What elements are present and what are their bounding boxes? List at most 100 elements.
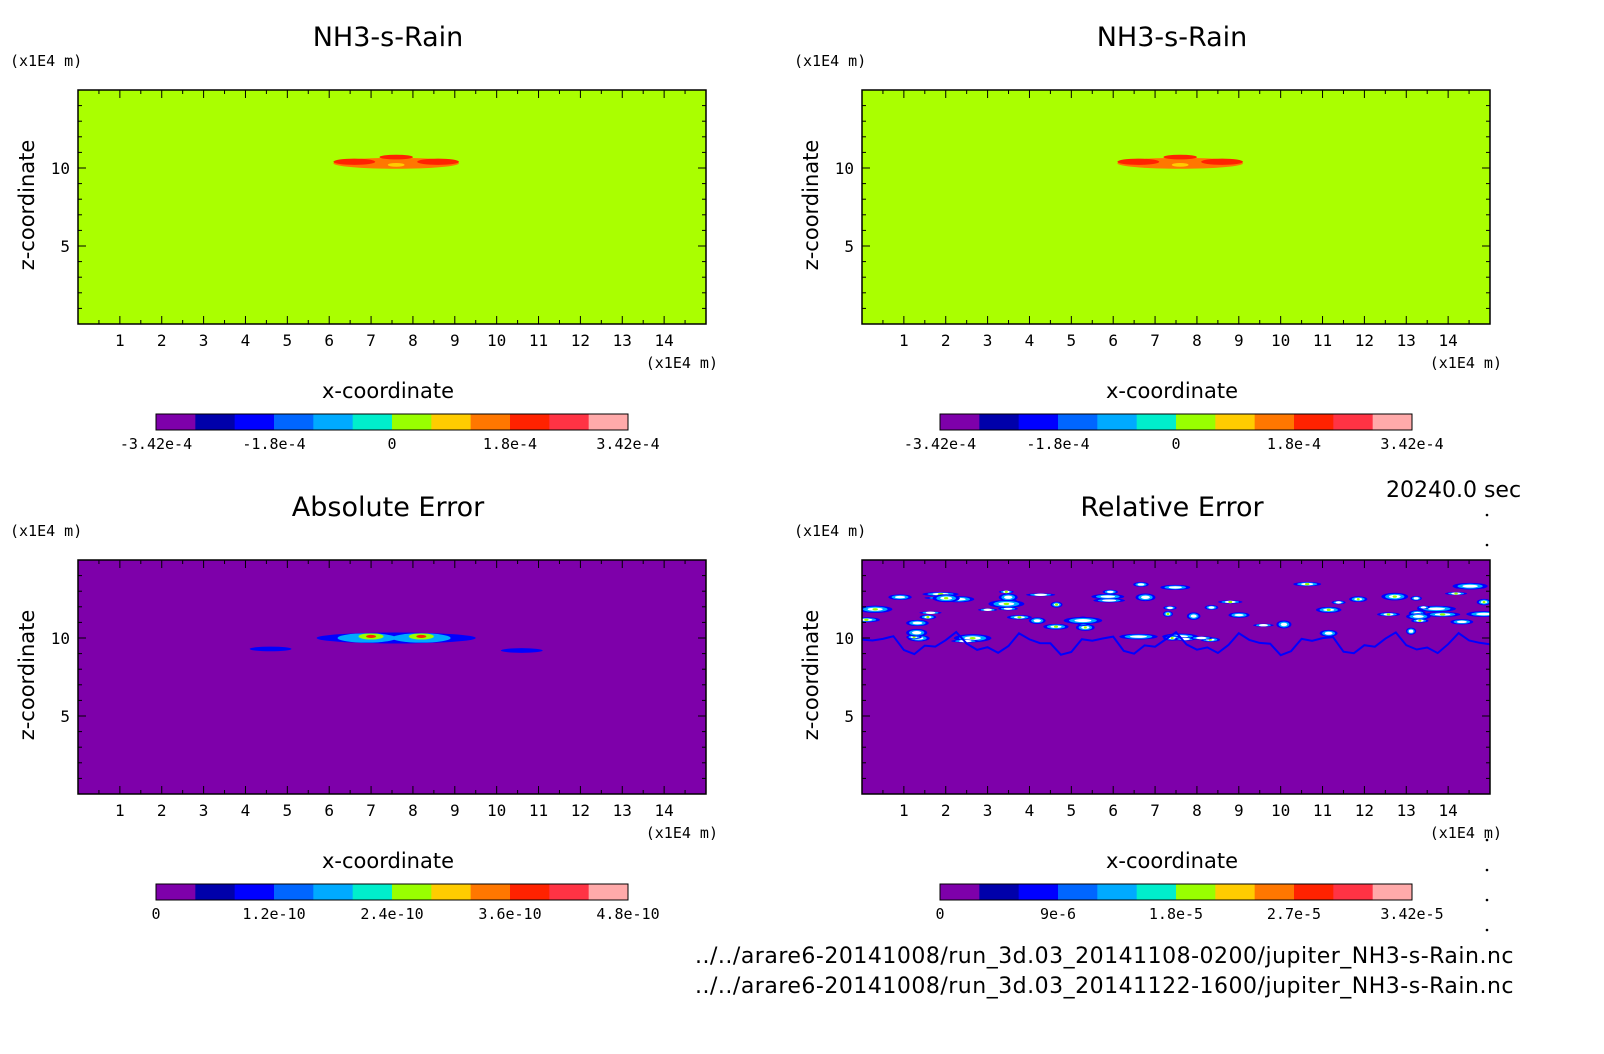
x-tick-label: 6 [324, 801, 334, 820]
colorbar-segment [1176, 414, 1216, 430]
panel-title: NH3-s-Rain [313, 22, 464, 53]
colorbar-segment [1058, 414, 1098, 430]
x-tick-label: 11 [1313, 331, 1332, 350]
colorbar-label: 0 [1171, 435, 1180, 453]
colorbar-segment [352, 884, 393, 900]
x-axis-label: x-coordinate [1106, 849, 1238, 873]
contour-blob [1170, 636, 1174, 640]
y-unit-label: (x1E4 m) [10, 52, 82, 70]
y-tick-label: 10 [835, 159, 854, 178]
colorbar-segment [588, 884, 629, 900]
x-tick-label: 12 [1355, 331, 1374, 350]
colorbar-segment [979, 414, 1020, 430]
margin-dot [1485, 898, 1489, 902]
colorbar-segment [549, 414, 590, 430]
colorbar-segment [1372, 884, 1413, 900]
contour-blob [1137, 583, 1145, 586]
colorbar-segment [234, 414, 275, 430]
colorbar-label: -1.8e-4 [242, 435, 305, 453]
colorbar: -3.42e-4 -1.8e-4 0 1.8e-4 3.42e-4 [904, 413, 1444, 453]
x-tick-label: 5 [283, 331, 293, 350]
x-tick-label: 13 [613, 801, 632, 820]
y-tick-label: 10 [51, 629, 70, 648]
x-tick-label: 1 [899, 801, 909, 820]
contour-blob [943, 597, 949, 600]
panel-tr: NH3-s-Rain(x1E4 m)1 2 3 4 5 6 7 8 9 10 11 12 13 14510… [794, 22, 1502, 453]
x-tick-label: 8 [1192, 801, 1202, 820]
contour-blob [926, 615, 930, 619]
x-tick-label: 2 [941, 331, 951, 350]
x-tick-label: 7 [366, 801, 376, 820]
contour-blob [1413, 597, 1419, 600]
y-unit-label: (x1E4 m) [10, 522, 82, 540]
x-axis-label: x-coordinate [322, 849, 454, 873]
contour-blob [416, 634, 427, 638]
colorbar-segment [1333, 414, 1374, 430]
x-tick-label: 5 [1067, 801, 1077, 820]
panel-br: Relative Error(x1E4 m)1 2 3 4 5 6 7 8 9 10 11 12 13 1… [794, 492, 1502, 923]
contour-blob [1034, 593, 1048, 597]
colorbar-label: 3.42e-4 [1380, 435, 1443, 453]
contour-blob [983, 608, 992, 612]
colorbar-segment [313, 414, 354, 430]
plot-background [78, 560, 706, 794]
contour-blob [1280, 622, 1288, 627]
colorbar-segment [274, 884, 314, 900]
contour-blob [1476, 612, 1490, 616]
x-tick-label: 3 [983, 331, 993, 350]
x-tick-label: 6 [1108, 331, 1118, 350]
colorbar-label: 3.42e-4 [596, 435, 659, 453]
contour-blob [1234, 613, 1244, 617]
colorbar-label: 9e-6 [1040, 905, 1076, 923]
colorbar-label: -3.42e-4 [904, 435, 976, 453]
contour-blob [387, 163, 405, 167]
colorbar-label: 4.8e-10 [596, 905, 659, 923]
contour-blob [1003, 602, 1010, 606]
x-tick-label: 1 [899, 331, 909, 350]
contour-blob [1117, 158, 1160, 165]
contour-blob [1168, 586, 1182, 589]
x-tick-label: 5 [283, 801, 293, 820]
x-tick-label: 13 [1397, 331, 1416, 350]
x-tick-label: 6 [1108, 801, 1118, 820]
colorbar-segment [195, 884, 236, 900]
contour-blob [366, 634, 377, 638]
contour-field [333, 154, 459, 169]
colorbar: -3.42e-4 -1.8e-4 0 1.8e-4 3.42e-4 [120, 413, 660, 453]
x-tick-label: 4 [241, 801, 251, 820]
contour-blob [1420, 606, 1427, 609]
colorbar-label: 0 [151, 905, 160, 923]
contour-blob [1356, 597, 1360, 601]
x-tick-label: 5 [1067, 331, 1077, 350]
x-tick-label: 9 [450, 331, 460, 350]
contour-blob [1392, 595, 1397, 598]
x-tick-label: 4 [1025, 801, 1035, 820]
contour-blob [1033, 619, 1041, 623]
x-tick-label: 9 [1234, 331, 1244, 350]
x-tick-label: 14 [655, 331, 674, 350]
x-tick-label: 1 [115, 331, 125, 350]
contour-blob [894, 595, 906, 599]
contour-blob [1190, 614, 1197, 618]
contour-blob [1482, 600, 1486, 604]
contour-blob [1141, 595, 1150, 600]
colorbar-segment [470, 884, 511, 900]
colorbar-segment [156, 414, 196, 430]
colorbar-segment [234, 884, 275, 900]
x-axis-label: x-coordinate [1106, 379, 1238, 403]
y-unit-label: (x1E4 m) [794, 522, 866, 540]
contour-blob [1053, 625, 1059, 628]
contour-blob [1258, 624, 1268, 627]
y-axis-label: z-coordinate [15, 140, 39, 271]
colorbar-segment [1215, 884, 1256, 900]
contour-blob [1003, 607, 1013, 610]
x-tick-label: 8 [408, 331, 418, 350]
x-tick-label: 14 [1439, 801, 1458, 820]
y-tick-label: 5 [844, 707, 854, 726]
contour-blob [1228, 600, 1233, 604]
contour-blob [1335, 601, 1342, 604]
x-tick-label: 9 [1234, 801, 1244, 820]
colorbar-segment [274, 414, 314, 430]
x-tick-label: 2 [941, 801, 951, 820]
y-axis-label: z-coordinate [799, 140, 823, 271]
